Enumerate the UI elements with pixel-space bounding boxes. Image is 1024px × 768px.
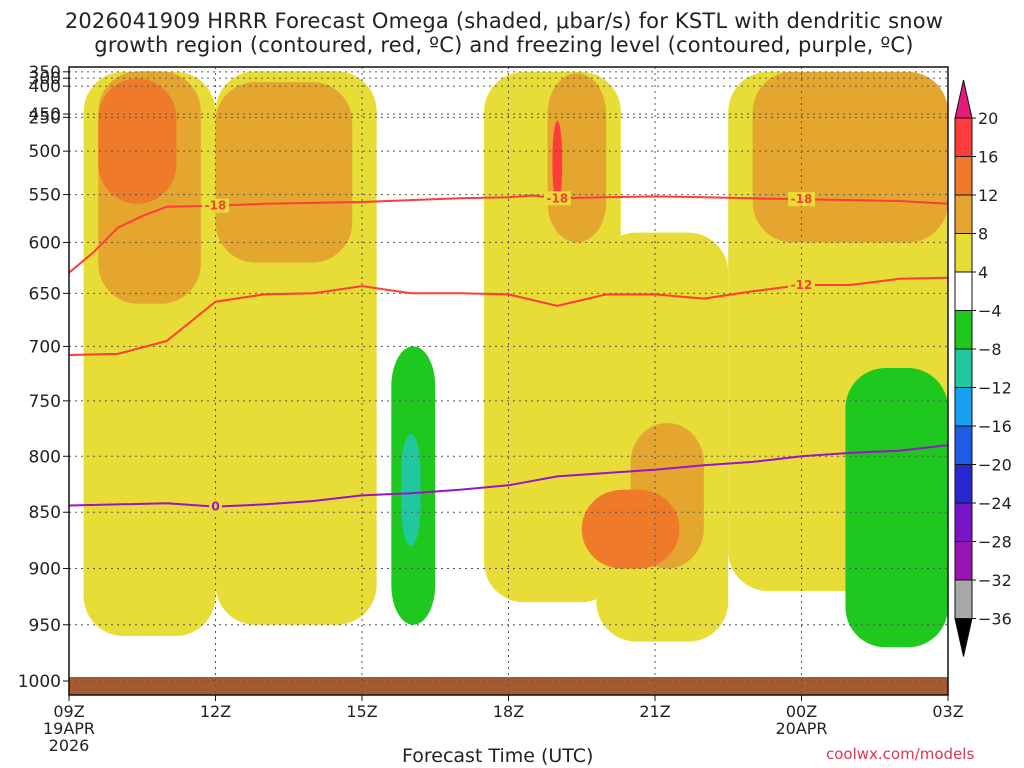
colorbar-swatch-10 [954,464,973,504]
x-tick-label-1: 12Z [200,702,231,721]
y-tick-label-4: 450 [29,105,61,125]
y-tick-label-13: 900 [29,559,61,579]
y-tick-label-5: 500 [29,142,61,162]
y-tick-label-14: 950 [29,616,61,636]
omega-region-9 [752,71,948,243]
contour-label-2-0: 0 [211,500,219,514]
colorbar-swatch-4 [954,233,973,273]
colorbar-label-10: −24 [978,494,1012,513]
colorbar-swatch-3 [954,194,973,234]
contour-label-0-0: -18 [205,199,227,213]
colorbar-label-4: 4 [978,263,988,282]
y-tick-label-7: 600 [29,233,61,253]
colorbar-swatch-5 [954,271,973,311]
y-tick-label-10: 750 [29,392,61,412]
y-tick-label-2: 350 [29,63,61,83]
y-tick-label-6: 550 [29,186,61,206]
y-tick-label-3: 400 [29,77,61,97]
x-axis-title: Forecast Time (UTC) [402,745,594,767]
colorbar-swatch-2 [954,156,973,196]
y-tick-label-0: 250 [29,108,61,128]
contour-label-bg-0-0 [202,198,229,213]
colorbar-swatch-6 [954,310,973,350]
omega-region-6 [215,81,353,263]
x-tick-label-5: 00Z [786,702,817,721]
x-tick-label-6: 03Z [932,702,963,721]
omega-region-11 [581,489,680,569]
contour-label-0-2: -18 [791,192,813,206]
colorbar-top-arrow [954,79,973,119]
contour-label-bg-0-2 [788,192,815,207]
colorbar-swatch-9 [954,425,973,465]
omega-region-16 [401,434,421,546]
contour-label-bg-2-0 [209,499,222,514]
x-tick-sublabel-5: 20APR [775,719,827,738]
contour-label-1-0: -12 [791,278,813,292]
contour-label-0-1: -18 [546,191,568,205]
colorbar-swatch-13 [954,579,973,619]
colorbar-swatch-11 [954,502,973,542]
omega-region-12 [552,120,563,204]
colorbar-label-13: −36 [978,610,1012,629]
colorbar-label-6: −8 [978,340,1002,359]
x-tick-label-4: 21Z [639,702,670,721]
omega-region-10 [98,78,177,204]
chart-title-line-1: 2026041909 HRRR Forecast Omega (shaded, … [64,9,944,33]
colorbar-swatch-7 [954,348,973,388]
y-tick-label-15: 1000 [18,672,61,692]
contour-label-bg-0-1 [543,191,571,206]
colorbar-label-0: 20 [978,109,998,128]
colorbar-label-8: −16 [978,417,1012,436]
y-tick-label-12: 850 [29,503,61,523]
colorbar-swatch-1 [954,117,973,157]
omega-region-14 [845,368,948,648]
colorbar-label-9: −20 [978,456,1012,475]
colorbar-label-11: −28 [978,533,1012,552]
x-tick-label-2: 15Z [346,702,377,721]
contour-line-0 [69,194,948,274]
colorbar-label-3: 8 [978,225,988,244]
watermark-link[interactable]: coolwx.com/models [826,745,975,763]
x-tick-sublabel-0: 19APR [43,719,95,738]
contour-label-bg-1-0 [788,278,815,293]
colorbar-label-1: 16 [978,148,998,167]
colorbar-swatch-12 [954,541,973,581]
y-tick-label-8: 650 [29,284,61,304]
chart-title-line-2: growth region (contoured, red, ºC) and f… [94,33,914,57]
y-tick-label-11: 800 [29,447,61,467]
colorbar-label-12: −32 [978,571,1012,590]
y-tick-label-1: 300 [29,69,61,89]
colorbar-label-2: 12 [978,186,998,205]
x-tick-label-3: 18Z [493,702,524,721]
x-tick-year-0: 2026 [49,736,90,755]
colorbar-label-7: −12 [978,379,1012,398]
colorbar-bottom-arrow [954,618,973,657]
colorbar-swatch-8 [954,387,973,427]
x-tick-label-0: 09Z [53,702,84,721]
colorbar-label-5: −4 [978,302,1002,321]
y-tick-label-9: 700 [29,337,61,357]
